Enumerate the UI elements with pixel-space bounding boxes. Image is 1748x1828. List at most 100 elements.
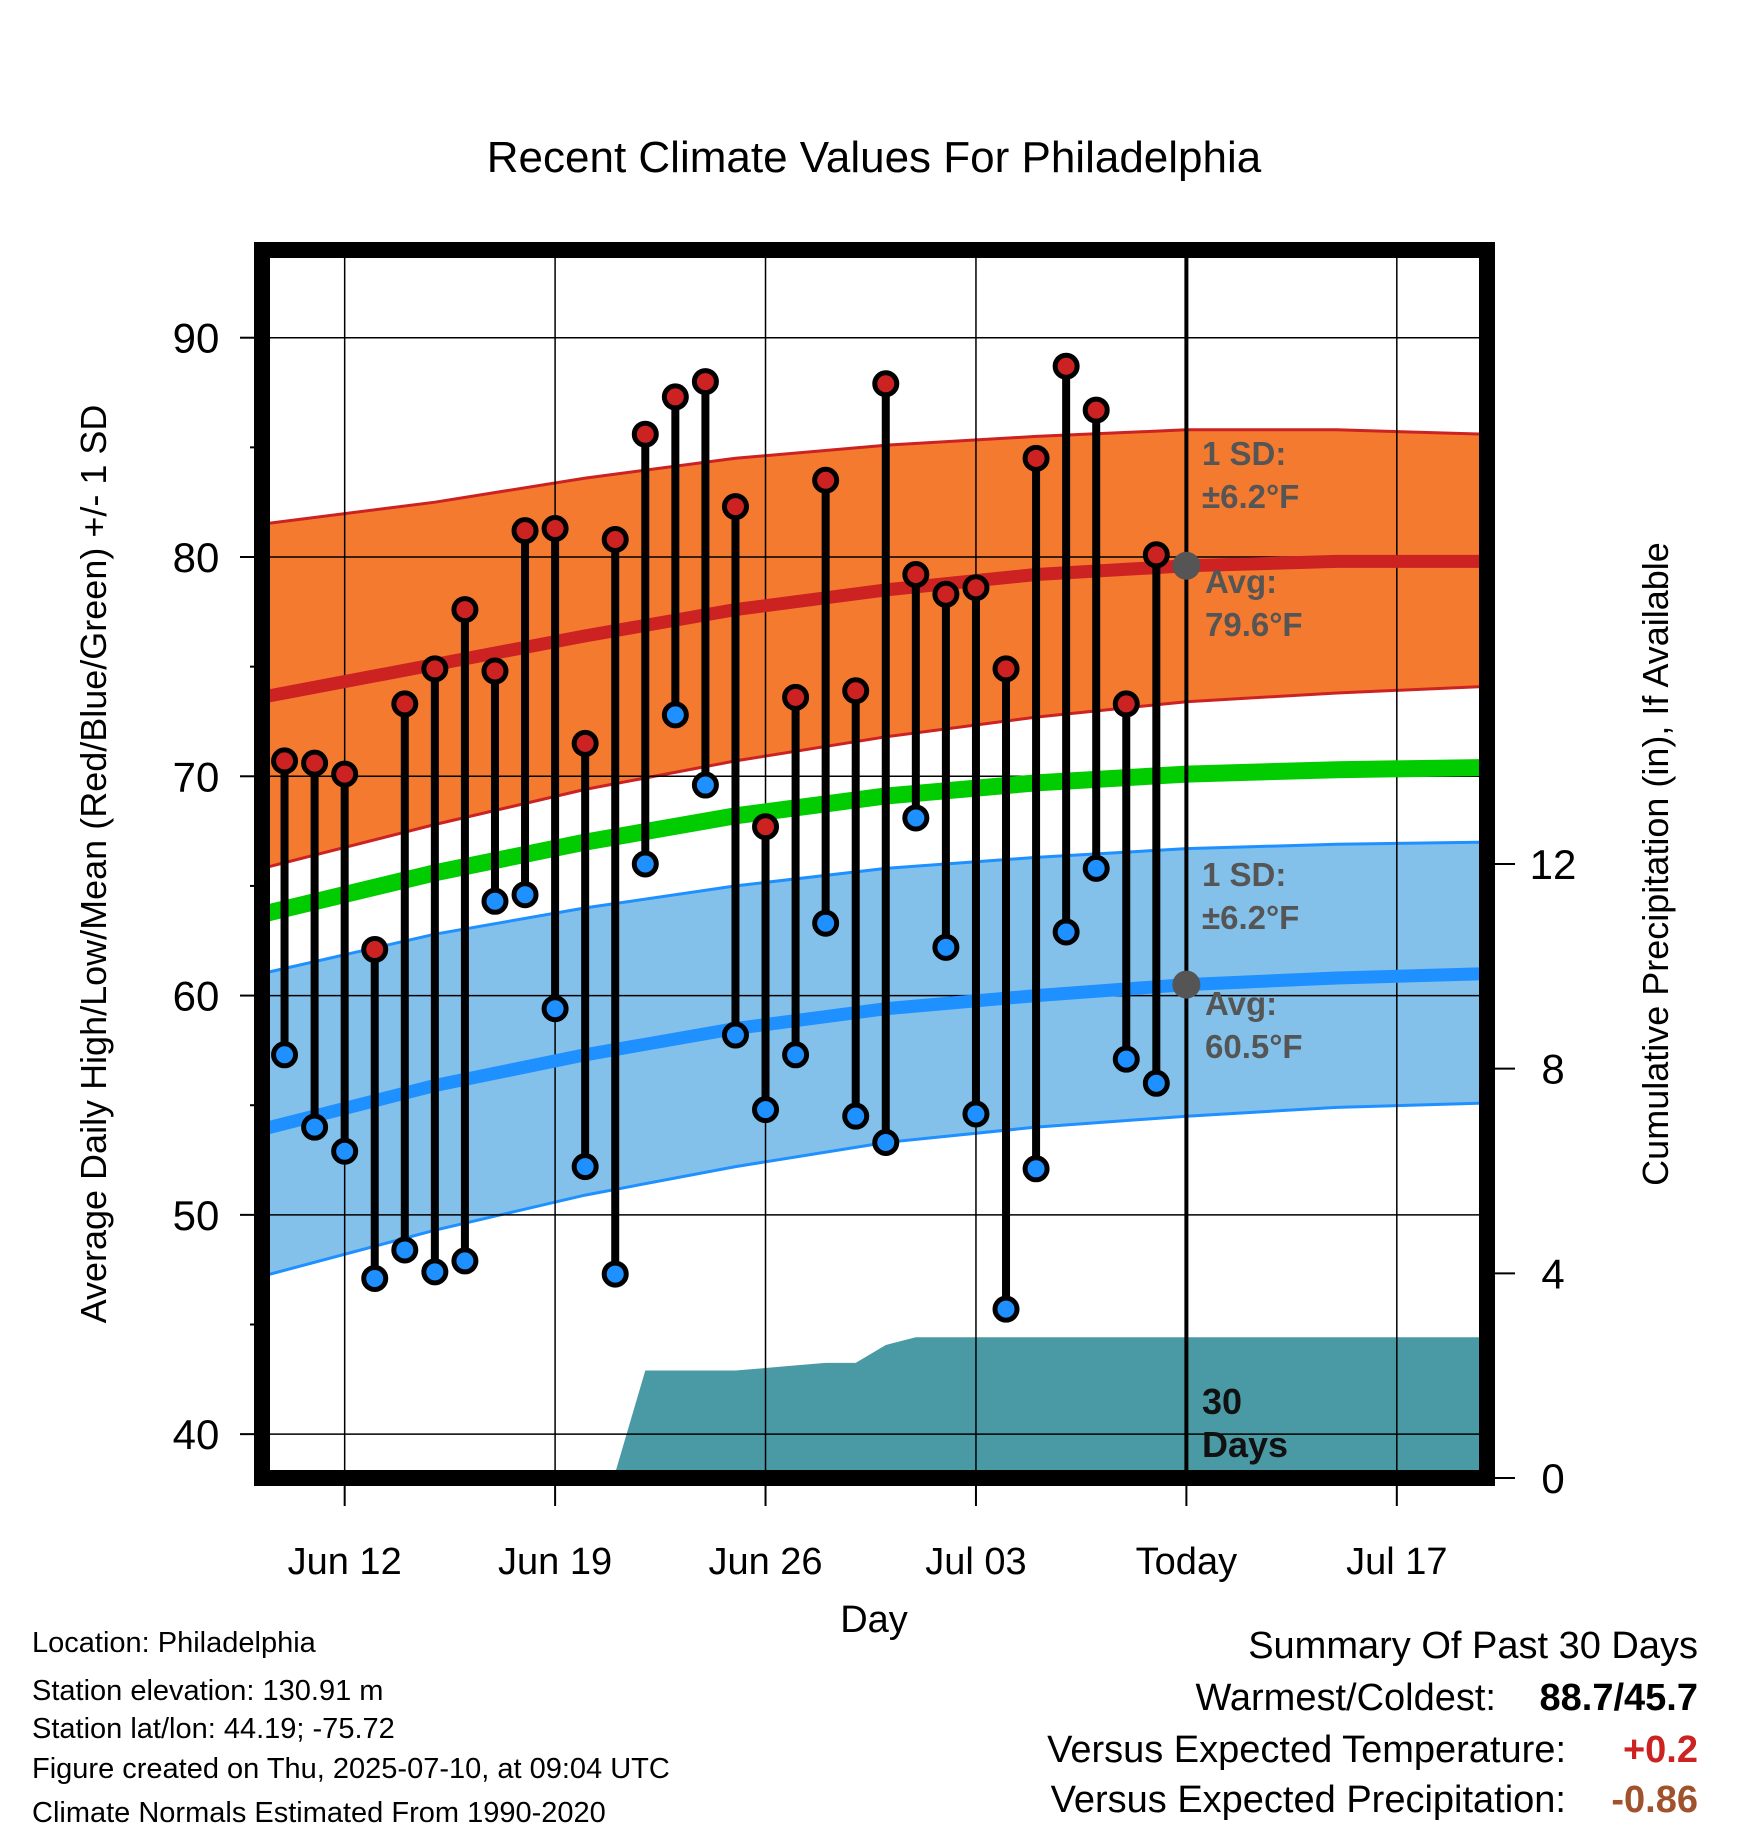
daily-high-point [962,574,990,602]
plot-area [262,250,1487,1478]
daily-high-point [481,657,509,685]
daily-high-point [301,749,329,777]
y-axis-right: 0 4 8 12 [1495,841,1576,1502]
daily-low-point [301,1113,329,1141]
daily-high-point [571,729,599,757]
daily-low-point [1142,1069,1170,1097]
daily-high-point [872,370,900,398]
low-sd-value: ±6.2°F [1202,899,1299,936]
daily-low-point [421,1258,449,1286]
daily-high-point [691,368,719,396]
y-tick-label: 80 [173,534,220,581]
high-sd-value: ±6.2°F [1202,478,1299,515]
low-avg-marker [1172,970,1201,999]
y2-tick-label: 4 [1541,1250,1564,1297]
daily-high-point [1142,541,1170,569]
daily-low-point [691,771,719,799]
x-tick-label: Jul 17 [1346,1541,1447,1583]
high-avg-marker [1172,551,1201,580]
y2-tick-label: 0 [1541,1455,1564,1502]
daily-high-point [842,677,870,705]
daily-low-point [962,1100,990,1128]
summary-warm-cold-label: Warmest/Coldest: [1195,1677,1496,1719]
x-tick-label: Today [1136,1541,1237,1583]
low-sd-label: 1 SD: [1202,856,1286,893]
daily-high-point [1112,690,1140,718]
daily-low-point [571,1153,599,1181]
daily-low-point [601,1260,629,1288]
y-tick-label: 70 [173,753,220,800]
low-avg-value: 60.5°F [1205,1028,1303,1065]
y-tick-label: 90 [173,315,220,362]
footer-location: Location: Philadelphia [32,1627,317,1659]
high-avg-label: Avg: [1205,563,1277,600]
high-avg-value: 79.6°F [1205,606,1303,643]
daily-low-point [331,1137,359,1165]
y2-tick-label: 8 [1541,1046,1564,1093]
daily-high-point [451,596,479,624]
chart-title: Recent Climate Values For Philadelphia [487,133,1262,182]
precipitation-area [555,1337,1487,1478]
y-axis-label: Average Daily High/Low/Mean (Red/Blue/Gr… [73,405,114,1324]
daily-low-point [631,850,659,878]
daily-low-point [391,1236,419,1264]
y2-tick-label: 12 [1530,841,1577,888]
observations [271,352,1170,1323]
daily-low-point [1052,918,1080,946]
daily-low-point [361,1264,389,1292]
daily-low-point [992,1295,1020,1323]
daily-low-point [1112,1045,1140,1073]
daily-high-point [511,517,539,545]
y2-axis-label: Cumulative Precipitation (in), If Availa… [1635,542,1676,1186]
daily-low-point [451,1247,479,1275]
y-tick-label: 50 [173,1192,220,1239]
summary-precip-value: -0.86 [1611,1779,1698,1821]
daily-high-point [361,936,389,964]
x-tick-label: Jun 26 [708,1541,822,1583]
footer-elevation: Station elevation: 130.91 m [32,1675,383,1707]
x-axis-label: Day [840,1599,908,1641]
low-avg-label: Avg: [1205,985,1277,1022]
daily-high-point [421,655,449,683]
footer-info: Location: Philadelphia Station elevation… [32,1627,670,1828]
daily-high-point [782,683,810,711]
summary-warm-cold-value: 88.7/45.7 [1540,1677,1698,1719]
daily-high-point [1052,352,1080,380]
daily-low-point [842,1102,870,1130]
daily-low-point [812,909,840,937]
daily-high-point [661,383,689,411]
footer-latlon: Station lat/lon: 44.19; -75.72 [32,1713,395,1745]
daily-high-point [541,514,569,542]
daily-high-point [391,690,419,718]
daily-high-point [1082,396,1110,424]
daily-high-point [752,813,780,841]
high-sd-label: 1 SD: [1202,435,1286,472]
daily-high-point [601,525,629,553]
footer-normals: Climate Normals Estimated From 1990-2020 [32,1797,606,1828]
daily-low-point [902,804,930,832]
daily-high-point [992,655,1020,683]
days-word-label: Days [1202,1424,1288,1465]
daily-low-point [511,881,539,909]
daily-low-point [932,933,960,961]
days-count-label: 30 [1202,1381,1242,1422]
daily-low-point [872,1128,900,1156]
x-axis: Jun 12 Jun 19 Jun 26 Jul 03 Today Jul 17 [288,1486,1448,1583]
summary-heading: Summary Of Past 30 Days [1248,1625,1698,1667]
y-tick-label: 40 [173,1411,220,1458]
y-tick-label: 60 [173,973,220,1020]
daily-high-point [932,580,960,608]
daily-high-point [271,747,299,775]
band-annotations: 1 SD: ±6.2°F Avg: 79.6°F 1 SD: ±6.2°F Av… [1202,435,1303,1465]
daily-low-point [1082,854,1110,882]
daily-high-point [721,493,749,521]
daily-low-point [1022,1155,1050,1183]
low-sd-band [262,842,1487,1277]
high-sd-band [262,429,1487,869]
daily-low-point [271,1041,299,1069]
daily-high-point [902,561,930,589]
y-axis-left: 40 50 60 70 80 90 [173,315,254,1458]
daily-high-point [631,420,659,448]
summary-panel: Summary Of Past 30 Days Warmest/Coldest:… [1047,1625,1698,1821]
